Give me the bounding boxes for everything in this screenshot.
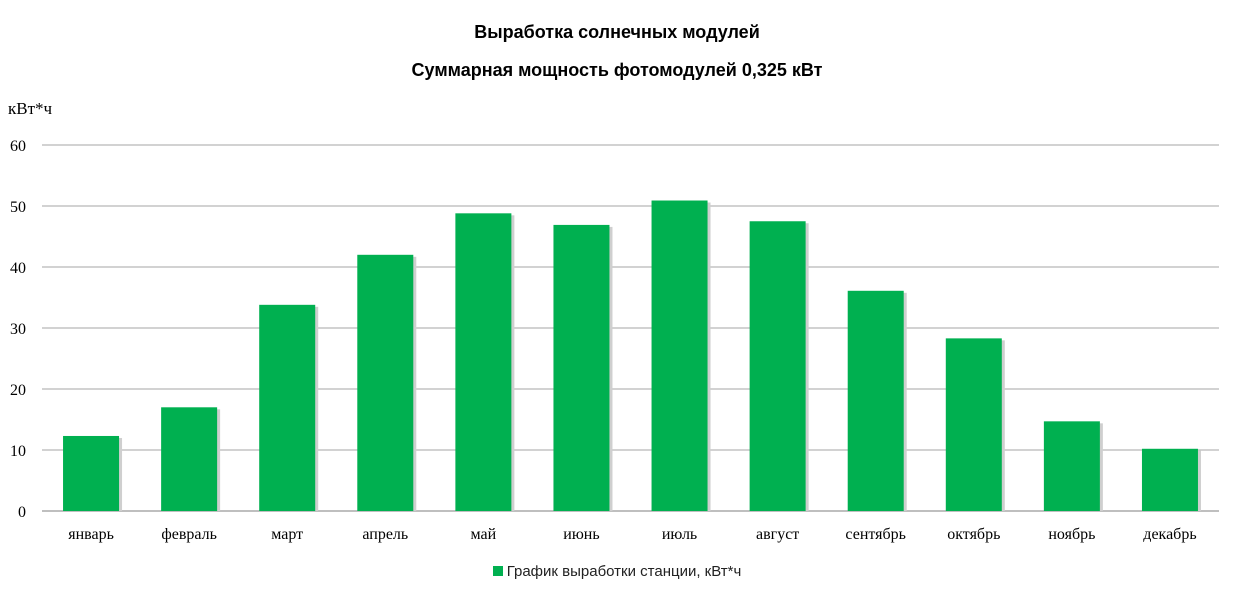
legend-label: График выработки станции, кВт*ч bbox=[506, 563, 742, 580]
bar bbox=[749, 221, 806, 511]
x-tick-label: март bbox=[271, 526, 303, 543]
x-tick-label: август bbox=[756, 526, 799, 543]
bar bbox=[1141, 448, 1198, 511]
x-tick-label: июль bbox=[662, 526, 697, 543]
x-tick-label: июнь bbox=[563, 526, 599, 543]
x-tick-label: май bbox=[471, 526, 497, 543]
x-tick-label: сентябрь bbox=[845, 526, 906, 543]
bar bbox=[945, 338, 1002, 511]
legend-swatch bbox=[492, 566, 503, 576]
bar bbox=[1043, 421, 1100, 511]
x-tick-label: февраль bbox=[161, 526, 217, 543]
y-tick-label: 20 bbox=[10, 382, 26, 399]
y-tick-label: 0 bbox=[18, 504, 26, 521]
bar bbox=[259, 304, 316, 511]
bar bbox=[357, 254, 414, 512]
y-tick-label: 60 bbox=[10, 138, 26, 155]
bar-chart: 0 10 20 30 40 50 60 январь февраль март апрель май и… bbox=[10, 138, 1219, 543]
y-tick-label: 40 bbox=[10, 260, 26, 277]
bar bbox=[553, 224, 610, 511]
y-axis-label: кВт*ч bbox=[8, 99, 53, 118]
bar bbox=[63, 435, 120, 511]
y-tick-label: 30 bbox=[10, 321, 26, 338]
x-tick-label: январь bbox=[68, 526, 114, 543]
chart-title: Выработка солнечных модулей bbox=[474, 22, 760, 42]
y-tick-label: 50 bbox=[10, 199, 26, 216]
y-tick-label: 10 bbox=[10, 443, 26, 460]
x-tick-label: октябрь bbox=[947, 526, 1000, 543]
x-tick-label: апрель bbox=[362, 526, 408, 543]
bar bbox=[847, 290, 904, 511]
legend: График выработки станции, кВт*ч bbox=[0, 563, 1234, 580]
chart-subtitle: Суммарная мощность фотомодулей 0,325 кВт bbox=[411, 60, 823, 80]
bar bbox=[455, 213, 512, 511]
x-tick-label: декабрь bbox=[1143, 526, 1196, 543]
bar bbox=[651, 200, 708, 511]
bar bbox=[161, 407, 218, 511]
x-tick-label: ноябрь bbox=[1048, 526, 1095, 543]
